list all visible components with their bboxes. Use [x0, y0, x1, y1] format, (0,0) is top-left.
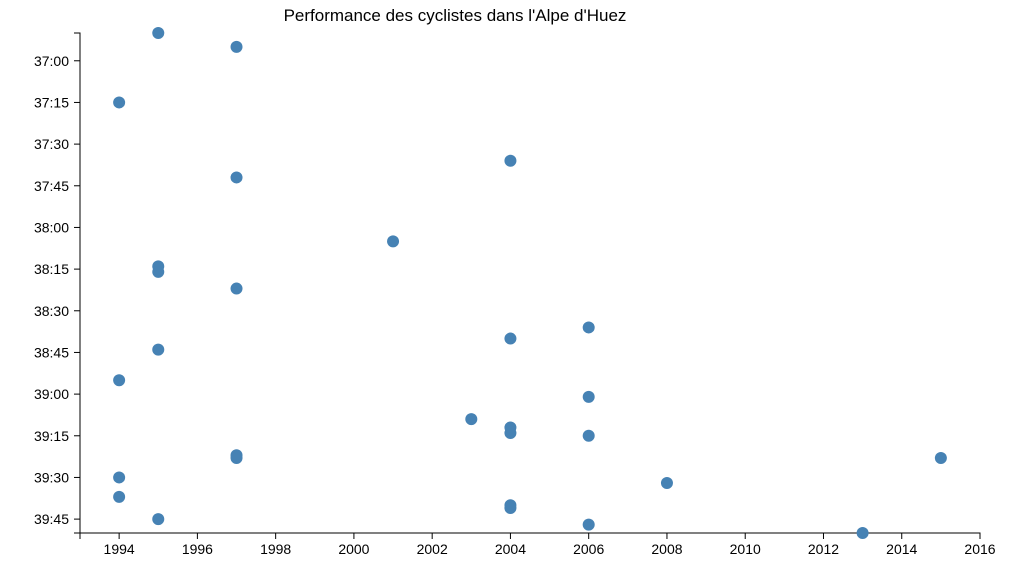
- x-tick-label: 2006: [573, 541, 604, 557]
- data-point: [504, 427, 517, 439]
- x-tick-label: 1994: [104, 541, 135, 557]
- x-tick-label: 2004: [495, 541, 526, 557]
- x-tick-label: 2002: [417, 541, 448, 557]
- x-tick-label: 2016: [964, 541, 995, 557]
- data-point: [582, 390, 595, 403]
- x-axis-line: [79, 532, 981, 539]
- x-tick-label: 2010: [730, 541, 761, 557]
- y-tick-label: 37:00: [34, 53, 69, 69]
- y-tick-label: 39:00: [34, 386, 69, 402]
- y-tick-label: 38:30: [34, 303, 69, 319]
- data-point: [230, 282, 243, 295]
- data-point: [660, 477, 673, 489]
- data-point: [504, 332, 517, 345]
- y-tick-label: 38:00: [34, 219, 69, 235]
- y-axis-line: [74, 32, 81, 534]
- y-tick-label: 37:45: [34, 178, 69, 194]
- y-tick-label: 38:15: [34, 261, 69, 277]
- x-tick-label: 2012: [808, 541, 839, 557]
- data-point: [465, 413, 478, 426]
- chart-title: Performance des cyclistes dans l'Alpe d'…: [284, 6, 627, 25]
- data-point: [152, 343, 165, 356]
- data-point: [113, 96, 126, 109]
- data-point: [152, 27, 165, 39]
- data-point: [152, 265, 165, 278]
- y-tick-label: 37:30: [34, 136, 69, 152]
- data-point: [387, 235, 400, 248]
- y-tick-label: 39:30: [34, 469, 69, 485]
- y-axis: 37:00 37:15 37:30 37:45 38:00 38:15 38:30 38:45…: [34, 32, 81, 534]
- x-tick-label: 2008: [651, 541, 682, 557]
- data-point: [582, 518, 595, 531]
- data-point: [113, 374, 126, 387]
- data-point: [230, 40, 243, 53]
- x-tick-label: 1996: [182, 541, 213, 557]
- y-tick-label: 38:45: [34, 344, 69, 360]
- y-tick-label: 39:45: [34, 511, 69, 527]
- data-point: [856, 527, 869, 539]
- y-tick-label: 39:15: [34, 428, 69, 444]
- data-point: [504, 502, 517, 514]
- data-point: [230, 171, 243, 184]
- data-point: [582, 429, 595, 442]
- data-point: [582, 321, 595, 334]
- data-point: [230, 452, 243, 464]
- y-tick-label: 37:15: [34, 94, 69, 110]
- x-tick-label: 2000: [338, 541, 369, 557]
- data-point: [934, 452, 947, 464]
- x-axis: 1994 1996 1998 2000 2002 2004 2006 2008 2010 2012…: [79, 532, 996, 557]
- x-tick-label: 2014: [886, 541, 917, 557]
- data-point: [113, 471, 126, 484]
- data-point: [152, 513, 165, 526]
- data-point: [504, 154, 517, 167]
- data-points: [113, 27, 947, 539]
- x-tick-label: 1998: [260, 541, 291, 557]
- data-point: [113, 490, 126, 503]
